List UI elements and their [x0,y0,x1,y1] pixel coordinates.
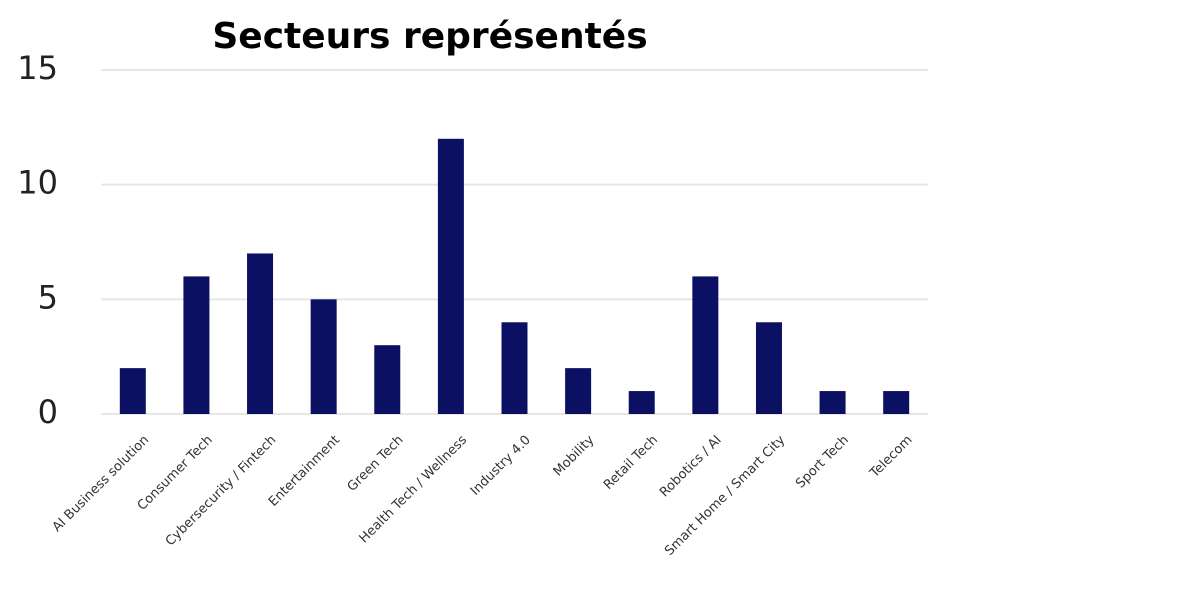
bar [247,253,274,414]
y-tick-label: 10 [17,164,58,202]
x-tick-label: Telecom [867,433,916,482]
x-tick-label: Sport Tech [793,433,852,492]
x-tick-label: Green Tech [345,433,407,495]
bar [819,391,846,414]
bar [501,322,528,414]
x-tick-label: AI Business solution [50,433,152,535]
x-tick-label: Cybersecurity / Fintech [163,433,280,550]
x-tick-label: Health Tech / Wellness [357,433,471,547]
bar [183,276,210,414]
chart-title: Secteurs représentés [212,16,647,57]
x-tick-label: Industry 4.0 [468,433,534,499]
x-tick-label: Retail Tech [601,433,661,493]
bar [692,276,719,414]
x-tick-label: Mobility [551,432,598,479]
bar [119,368,146,414]
x-tick-label: Robotics / AI [657,433,725,501]
y-tick-label: 5 [38,278,58,316]
bar [374,345,401,414]
bar [437,138,464,415]
bar [565,368,592,414]
y-tick-label: 0 [38,393,58,431]
y-tick-label: 15 [17,49,58,87]
bar [883,391,910,414]
bar [755,322,782,414]
bar [310,299,337,414]
x-tick-label: Smart Home / Smart City [662,432,788,558]
bar [628,391,655,414]
